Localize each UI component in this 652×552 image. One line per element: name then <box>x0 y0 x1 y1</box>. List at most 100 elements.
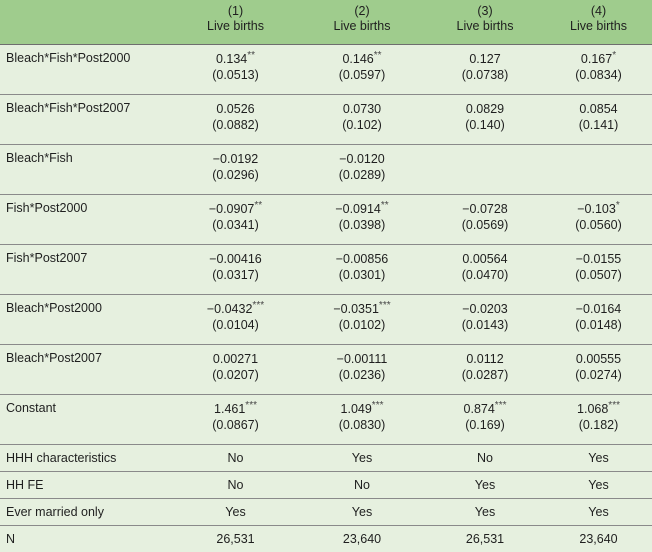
coefficient-value: 0.0526 <box>216 102 254 116</box>
coefficient-value: −0.0728 <box>462 202 508 216</box>
coefficient-line: 0.0829 <box>425 101 545 117</box>
footer-value: 23,640 <box>299 526 425 552</box>
column-header-3: (3) Live births <box>425 0 545 45</box>
coefficient-value: −0.0203 <box>462 302 508 316</box>
significance-stars: ** <box>374 50 382 61</box>
coefficient-line: 0.0730 <box>299 101 425 117</box>
coefficient-value: 0.00271 <box>213 352 258 366</box>
coefficient-line: −0.00111 <box>299 351 425 367</box>
column-number: (4) <box>545 4 652 19</box>
table-row: Fish*Post2000−0.0907**(0.0341)−0.0914**(… <box>0 195 652 245</box>
coefficient-value: 0.0730 <box>343 102 381 116</box>
header-row: (1) Live births (2) Live births (3) Live… <box>0 0 652 45</box>
significance-stars: ** <box>381 200 389 211</box>
footer-value: Yes <box>545 472 652 499</box>
coefficient-line: −0.0164 <box>545 301 652 317</box>
coefficient-cell: 0.0829(0.140) <box>425 95 545 145</box>
coefficient-value: 0.127 <box>469 52 500 66</box>
column-label: Live births <box>172 19 299 34</box>
coefficient-cell: −0.00416(0.0317) <box>172 245 299 295</box>
standard-error: (0.169) <box>425 417 545 433</box>
coefficient-value: −0.0164 <box>576 302 622 316</box>
footer-value: Yes <box>299 499 425 526</box>
standard-error: (0.0289) <box>299 167 425 183</box>
coefficient-cell: 1.068***(0.182) <box>545 395 652 445</box>
column-label: Live births <box>299 19 425 34</box>
standard-error: (0.140) <box>425 117 545 133</box>
standard-error: (0.0470) <box>425 267 545 283</box>
standard-error: (0.0560) <box>545 217 652 233</box>
coefficient-cell: 0.874*** (0.169) <box>425 395 545 445</box>
column-number: (1) <box>172 4 299 19</box>
coefficient-value: 0.00564 <box>462 252 507 266</box>
coefficient-cell: −0.0164(0.0148) <box>545 295 652 345</box>
coefficient-cell: 0.127(0.0738) <box>425 45 545 95</box>
coefficient-value: 0.134 <box>216 52 247 66</box>
standard-error: (0.0287) <box>425 367 545 383</box>
coefficient-line: 1.049*** <box>299 401 425 417</box>
standard-error: (0.0317) <box>172 267 299 283</box>
coefficient-value: −0.0155 <box>576 252 622 266</box>
coefficient-value: 0.146 <box>342 52 373 66</box>
coefficient-value: −0.103 <box>577 202 616 216</box>
standard-error: (0.0398) <box>299 217 425 233</box>
coefficient-line: −0.0907** <box>172 201 299 217</box>
significance-stars: ** <box>247 50 255 61</box>
coefficient-cell: 0.00564(0.0470) <box>425 245 545 295</box>
coefficient-value: 0.00555 <box>576 352 621 366</box>
coefficient-cell: −0.0120(0.0289) <box>299 145 425 195</box>
footer-value: Yes <box>425 499 545 526</box>
significance-stars: *** <box>608 400 620 411</box>
footer-label: Ever married only <box>0 499 172 526</box>
standard-error: (0.0830) <box>299 417 425 433</box>
coefficient-cell: 0.167*(0.0834) <box>545 45 652 95</box>
table-row: Bleach*Fish−0.0192(0.0296)−0.0120(0.0289… <box>0 145 652 195</box>
footer-value: Yes <box>172 499 299 526</box>
column-number: (2) <box>299 4 425 19</box>
standard-error: (0.0867) <box>172 417 299 433</box>
column-header-1: (1) Live births <box>172 0 299 45</box>
standard-error: (0.0834) <box>545 67 652 83</box>
coefficient-cell: 0.0730(0.102) <box>299 95 425 145</box>
footer-label: N <box>0 526 172 552</box>
footer-value: Yes <box>545 499 652 526</box>
table-row: Bleach*Post2000−0.0432***(0.0104)−0.0351… <box>0 295 652 345</box>
coefficient-line: −0.00856 <box>299 251 425 267</box>
coefficient-cell: −0.0432***(0.0104) <box>172 295 299 345</box>
coefficient-cell: 0.0854(0.141) <box>545 95 652 145</box>
coefficient-line: −0.0728 <box>425 201 545 217</box>
footer-value: No <box>172 472 299 499</box>
coefficient-cell: 0.0112(0.0287) <box>425 345 545 395</box>
coefficient-value: 0.874 <box>464 402 495 416</box>
standard-error: (0.0882) <box>172 117 299 133</box>
coefficient-cell: −0.0907**(0.0341) <box>172 195 299 245</box>
standard-error: (0.0513) <box>172 67 299 83</box>
header-blank-cell <box>0 0 172 45</box>
significance-stars: *** <box>495 400 507 411</box>
significance-stars: *** <box>245 400 257 411</box>
coefficient-line: −0.00416 <box>172 251 299 267</box>
column-header-4: (4) Live births <box>545 0 652 45</box>
significance-stars: *** <box>379 300 391 311</box>
standard-error: (0.0104) <box>172 317 299 333</box>
coefficient-value: −0.0907 <box>209 202 255 216</box>
coefficient-cell: 1.461*** (0.0867) <box>172 395 299 445</box>
coefficient-value: 1.461 <box>214 402 245 416</box>
coefficient-line: 1.068*** <box>545 401 652 417</box>
coefficient-line: 0.134** <box>172 51 299 67</box>
row-label: Bleach*Fish <box>0 145 172 195</box>
standard-error: (0.102) <box>299 117 425 133</box>
standard-error: (0.0507) <box>545 267 652 283</box>
footer-label: HHH characteristics <box>0 445 172 472</box>
coefficient-value: 1.049 <box>341 402 372 416</box>
footer-value: 26,531 <box>172 526 299 552</box>
coefficient-line: 0.00564 <box>425 251 545 267</box>
standard-error: (0.0341) <box>172 217 299 233</box>
